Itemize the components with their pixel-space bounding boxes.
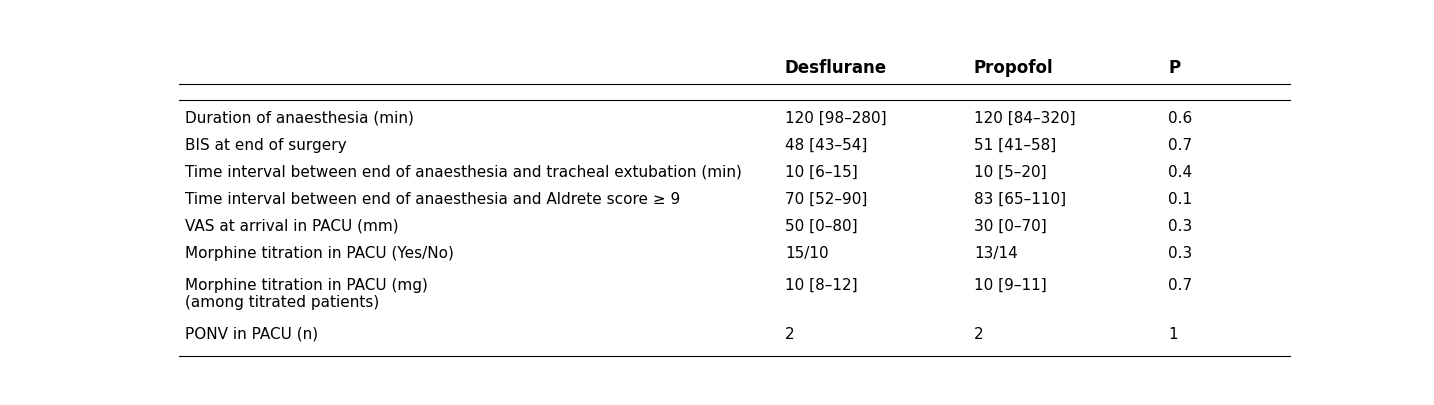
- Text: Propofol: Propofol: [974, 59, 1054, 77]
- Text: 10 [9–11]: 10 [9–11]: [974, 278, 1047, 293]
- Text: Duration of anaesthesia (min): Duration of anaesthesia (min): [185, 111, 413, 126]
- Text: 0.6: 0.6: [1169, 111, 1193, 126]
- Text: Morphine titration in PACU (Yes/No): Morphine titration in PACU (Yes/No): [185, 246, 453, 261]
- Text: 10 [6–15]: 10 [6–15]: [784, 165, 858, 180]
- Text: 50 [0–80]: 50 [0–80]: [784, 219, 858, 234]
- Text: 0.7: 0.7: [1169, 138, 1193, 153]
- Text: PONV in PACU (n): PONV in PACU (n): [185, 327, 318, 342]
- Text: 0.3: 0.3: [1169, 219, 1193, 234]
- Text: (among titrated patients): (among titrated patients): [185, 295, 379, 310]
- Text: 1: 1: [1169, 327, 1177, 342]
- Text: 0.4: 0.4: [1169, 165, 1193, 180]
- Text: P: P: [1169, 59, 1180, 77]
- Text: VAS at arrival in PACU (mm): VAS at arrival in PACU (mm): [185, 219, 399, 234]
- Text: 30 [0–70]: 30 [0–70]: [974, 219, 1047, 234]
- Text: 51 [41–58]: 51 [41–58]: [974, 138, 1055, 153]
- Text: 10 [5–20]: 10 [5–20]: [974, 165, 1047, 180]
- Text: 83 [65–110]: 83 [65–110]: [974, 192, 1065, 207]
- Text: Desflurane: Desflurane: [784, 59, 888, 77]
- Text: 120 [98–280]: 120 [98–280]: [784, 111, 886, 126]
- Text: 0.3: 0.3: [1169, 246, 1193, 261]
- Text: 48 [43–54]: 48 [43–54]: [784, 138, 868, 153]
- Text: 2: 2: [784, 327, 794, 342]
- Text: 15/10: 15/10: [784, 246, 829, 261]
- Text: BIS at end of surgery: BIS at end of surgery: [185, 138, 347, 153]
- Text: 70 [52–90]: 70 [52–90]: [784, 192, 868, 207]
- Text: Time interval between end of anaesthesia and Aldrete score ≥ 9: Time interval between end of anaesthesia…: [185, 192, 680, 207]
- Text: 10 [8–12]: 10 [8–12]: [784, 278, 858, 293]
- Text: Morphine titration in PACU (mg): Morphine titration in PACU (mg): [185, 278, 427, 293]
- Text: Time interval between end of anaesthesia and tracheal extubation (min): Time interval between end of anaesthesia…: [185, 165, 741, 180]
- Text: 120 [84–320]: 120 [84–320]: [974, 111, 1076, 126]
- Text: 0.1: 0.1: [1169, 192, 1193, 207]
- Text: 13/14: 13/14: [974, 246, 1018, 261]
- Text: 2: 2: [974, 327, 984, 342]
- Text: 0.7: 0.7: [1169, 278, 1193, 293]
